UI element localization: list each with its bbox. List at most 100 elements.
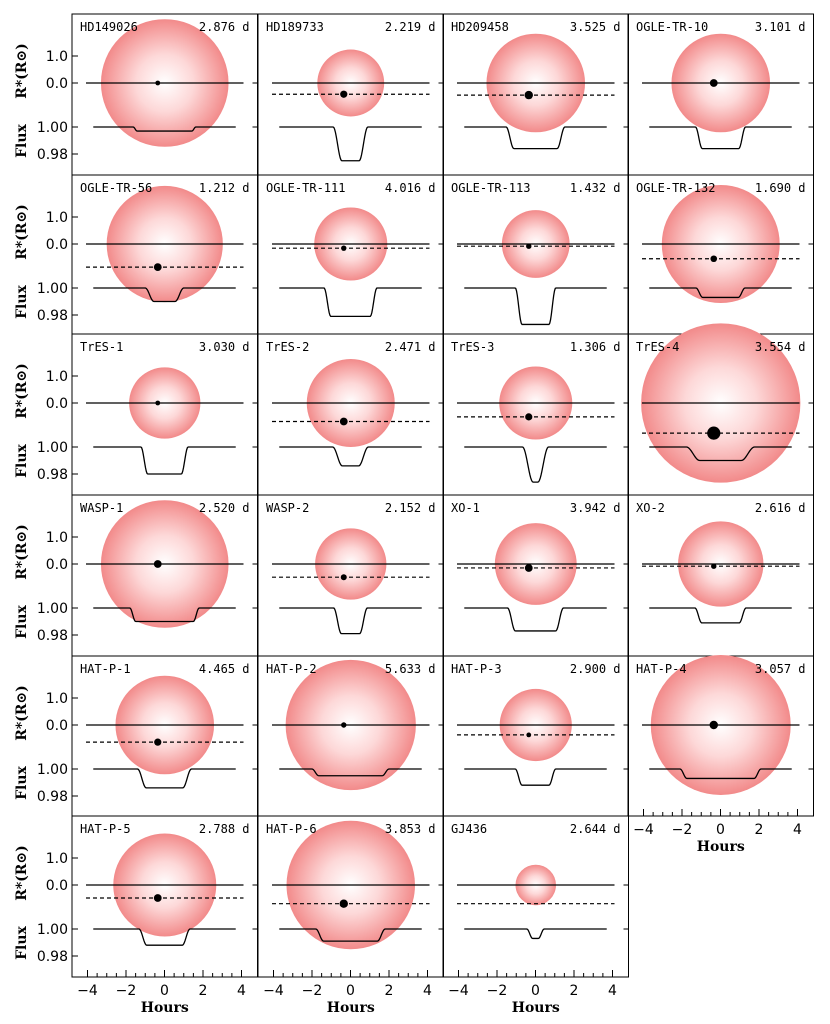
planet-dot <box>153 894 162 902</box>
transit-panel: OGLE-TR-10 3.101 d <box>627 13 814 176</box>
radius-tick-label: 0.0 <box>46 718 68 734</box>
transit-panel: TrES-2 2.471 d <box>257 333 444 496</box>
radius-tick-label: 1.0 <box>46 210 68 226</box>
flux-tick-label: 1.00 <box>37 281 68 297</box>
transit-panel: HAT-P-4 3.057 d −4 −2 0 2 4 Hours <box>627 655 814 855</box>
period-label: 3.853 d <box>385 822 436 836</box>
radius-tick-label: 0.0 <box>46 878 68 894</box>
radius-tick-label: 1.0 <box>46 851 68 867</box>
transit-panel: TrES-1 3.030 d 1.0 0.0 1.00 0.98 R*(R⊙) Flux <box>14 333 258 496</box>
x-tick-label: −2 <box>116 983 137 999</box>
x-axis-label: Hours <box>141 1000 189 1016</box>
planet-dot <box>711 563 717 569</box>
planet-dot <box>710 255 718 263</box>
transit-panel: HAT-P-5 2.788 d 1.0 0.0 1.00 0.98 R*(R⊙) Flux −4… <box>14 815 258 1016</box>
period-label: 2.644 d <box>570 822 621 836</box>
transit-panel: OGLE-TR-56 1.212 d 1.0 0.0 1.00 0.98 R*(R⊙) Flu… <box>14 174 258 335</box>
transit-panel: OGLE-TR-113 1.432 d <box>442 174 629 335</box>
flux-tick-label: 1.00 <box>37 440 68 456</box>
planet-dot <box>526 732 532 738</box>
light-curve <box>464 446 607 483</box>
light-curve <box>279 928 422 942</box>
star-name-label: TrES-1 <box>80 340 123 354</box>
flux-tick-label: 1.00 <box>37 601 68 617</box>
transit-panel: GJ436 2.644 d −4 −2 0 2 4 Hours <box>442 815 629 1016</box>
transit-panel: HD149026 2.876 d 1.0 0.0 1.00 0.98 R*(R⊙) Flux <box>14 13 258 176</box>
flux-axis-label: Flux <box>14 443 30 477</box>
light-curve <box>649 768 792 780</box>
x-tick-label: −4 <box>633 822 654 838</box>
period-label: 2.788 d <box>199 822 250 836</box>
x-tick-label: −4 <box>263 983 284 999</box>
flux-tick-label: 0.98 <box>37 789 68 805</box>
planet-dot <box>707 426 721 440</box>
flux-axis-label: Flux <box>14 604 30 638</box>
planet-dot <box>339 417 348 426</box>
flux-tick-label: 1.00 <box>37 120 68 136</box>
transit-panel: HAT-P-1 4.465 d 1.0 0.0 1.00 0.98 R*(R⊙) Flux <box>14 655 258 817</box>
period-label: 2.471 d <box>385 340 436 354</box>
planet-dot <box>526 243 532 249</box>
planet-dot <box>339 899 348 908</box>
radius-tick-label: 0.0 <box>46 557 68 573</box>
radius-tick-label: 1.0 <box>46 369 68 385</box>
planet-dot <box>155 80 161 86</box>
x-tick-label: −2 <box>672 822 693 838</box>
x-tick-label: −2 <box>302 983 323 999</box>
radius-tick-label: 0.0 <box>46 76 68 92</box>
period-label: 1.432 d <box>570 181 621 195</box>
period-label: 5.633 d <box>385 662 436 676</box>
light-curve <box>93 768 236 789</box>
x-axis-label: Hours <box>327 1000 375 1016</box>
light-curve <box>464 287 607 326</box>
light-curve <box>93 126 236 132</box>
x-tick-label: 0 <box>531 983 540 999</box>
light-curve <box>649 126 792 150</box>
radius-axis-label: R*(R⊙) <box>14 43 30 99</box>
radius-axis-label: R*(R⊙) <box>14 363 30 419</box>
transit-panel: HD209458 3.525 d <box>442 13 629 176</box>
period-label: 1.690 d <box>755 181 806 195</box>
light-curve <box>279 287 422 317</box>
transit-panel: HAT-P-6 3.853 d −4 −2 0 2 4 Hours <box>257 815 444 1016</box>
flux-axis-label: Flux <box>14 765 30 799</box>
planet-dot <box>524 564 533 572</box>
flux-tick-label: 0.98 <box>37 628 68 644</box>
period-label: 2.900 d <box>570 662 621 676</box>
radius-tick-label: 1.0 <box>46 691 68 707</box>
planet-dot <box>154 738 162 746</box>
star-name-label: HAT-P-1 <box>80 662 131 676</box>
star-name-label: TrES-4 <box>636 340 679 354</box>
x-tick-label: −2 <box>487 983 508 999</box>
x-tick-label: 4 <box>608 983 617 999</box>
light-curve <box>649 287 792 299</box>
planet-dot <box>153 263 162 271</box>
period-label: 3.101 d <box>755 20 806 34</box>
radius-axis-label: R*(R⊙) <box>14 845 30 901</box>
flux-tick-label: 0.98 <box>37 467 68 483</box>
x-axis-label: Hours <box>512 1000 560 1016</box>
period-label: 3.057 d <box>755 662 806 676</box>
x-tick-label: −4 <box>448 983 469 999</box>
flux-tick-label: 1.00 <box>37 762 68 778</box>
star-name-label: XO-2 <box>636 501 665 515</box>
planet-dot <box>153 560 162 568</box>
star-name-label: HAT-P-4 <box>636 662 687 676</box>
light-curve <box>464 607 607 632</box>
light-curve <box>93 607 236 623</box>
radius-tick-label: 0.0 <box>46 237 68 253</box>
star-name-label: HAT-P-6 <box>266 822 317 836</box>
planet-dot <box>340 90 348 98</box>
star-name-label: WASP-1 <box>80 501 123 515</box>
transit-panel: HAT-P-3 2.900 d <box>442 655 629 817</box>
period-label: 2.876 d <box>199 20 250 34</box>
x-tick-label: 2 <box>755 822 764 838</box>
light-curve <box>649 446 792 462</box>
light-curve <box>279 126 422 162</box>
light-curve <box>464 126 607 150</box>
period-label: 3.554 d <box>755 340 806 354</box>
light-curve <box>464 928 607 940</box>
planet-dot <box>341 722 347 728</box>
radius-axis-label: R*(R⊙) <box>14 204 30 260</box>
